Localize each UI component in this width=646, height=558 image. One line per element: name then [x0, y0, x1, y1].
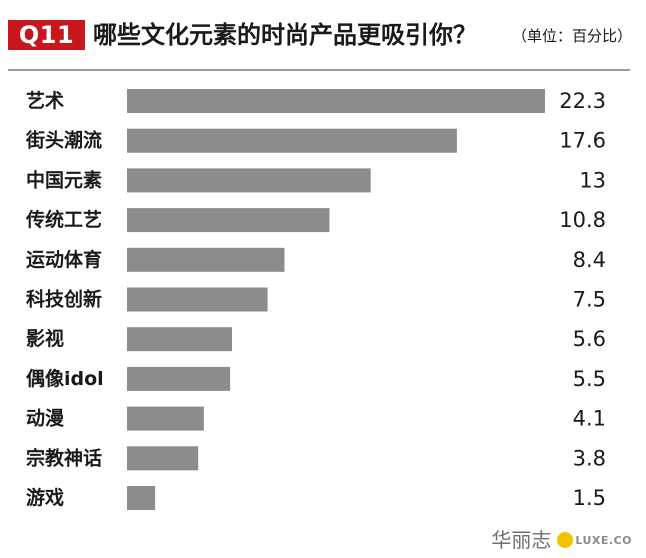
watermark: 华丽志 LUXE.CO — [491, 528, 632, 552]
value-label: 7.5 — [573, 288, 606, 312]
category-label: 艺术 — [26, 90, 64, 112]
unit-label: （单位：百分比） — [511, 27, 632, 45]
bar — [127, 168, 371, 193]
luxe-logo: LUXE.CO — [557, 532, 632, 548]
bar — [127, 208, 330, 233]
logo-dot-icon — [557, 532, 574, 548]
value-label: 17.6 — [559, 129, 606, 153]
bar — [127, 287, 268, 312]
value-label: 13 — [579, 168, 606, 192]
value-label: 5.5 — [573, 367, 606, 391]
category-label: 宗教神话 — [26, 446, 102, 469]
category-label: 影视 — [26, 327, 64, 350]
bar — [127, 89, 545, 113]
value-label: 22.3 — [559, 89, 606, 113]
bar — [127, 128, 457, 153]
category-label: 传统工艺 — [25, 208, 102, 231]
category-label: 街头潮流 — [25, 129, 102, 152]
category-label: 游戏 — [26, 486, 64, 509]
value-label: 4.1 — [573, 407, 606, 431]
category-label: 中国元素 — [26, 168, 102, 191]
category-label: 运动体育 — [26, 248, 102, 271]
bar — [127, 406, 204, 431]
chart-header: Q11 哪些文化元素的时尚产品更吸引你？ （单位：百分比） — [0, 0, 646, 71]
header-divider — [8, 69, 630, 71]
bar — [127, 446, 199, 471]
chart-title: 哪些文化元素的时尚产品更吸引你？ — [93, 21, 477, 49]
question-badge: Q11 — [8, 20, 85, 50]
value-label: 10.8 — [559, 208, 606, 232]
bar — [127, 247, 285, 272]
bar — [127, 366, 231, 391]
logo-text: LUXE.CO — [575, 533, 632, 547]
bar — [127, 486, 156, 510]
value-label: 3.8 — [573, 446, 606, 470]
category-label: 科技创新 — [26, 288, 102, 311]
value-label: 1.5 — [573, 486, 606, 510]
value-label: 5.6 — [573, 327, 606, 351]
value-label: 8.4 — [573, 248, 606, 272]
watermark-text: 华丽志 — [491, 528, 552, 552]
category-label: 偶像idol — [26, 367, 104, 390]
category-label: 动漫 — [26, 408, 65, 430]
bar — [127, 327, 232, 352]
